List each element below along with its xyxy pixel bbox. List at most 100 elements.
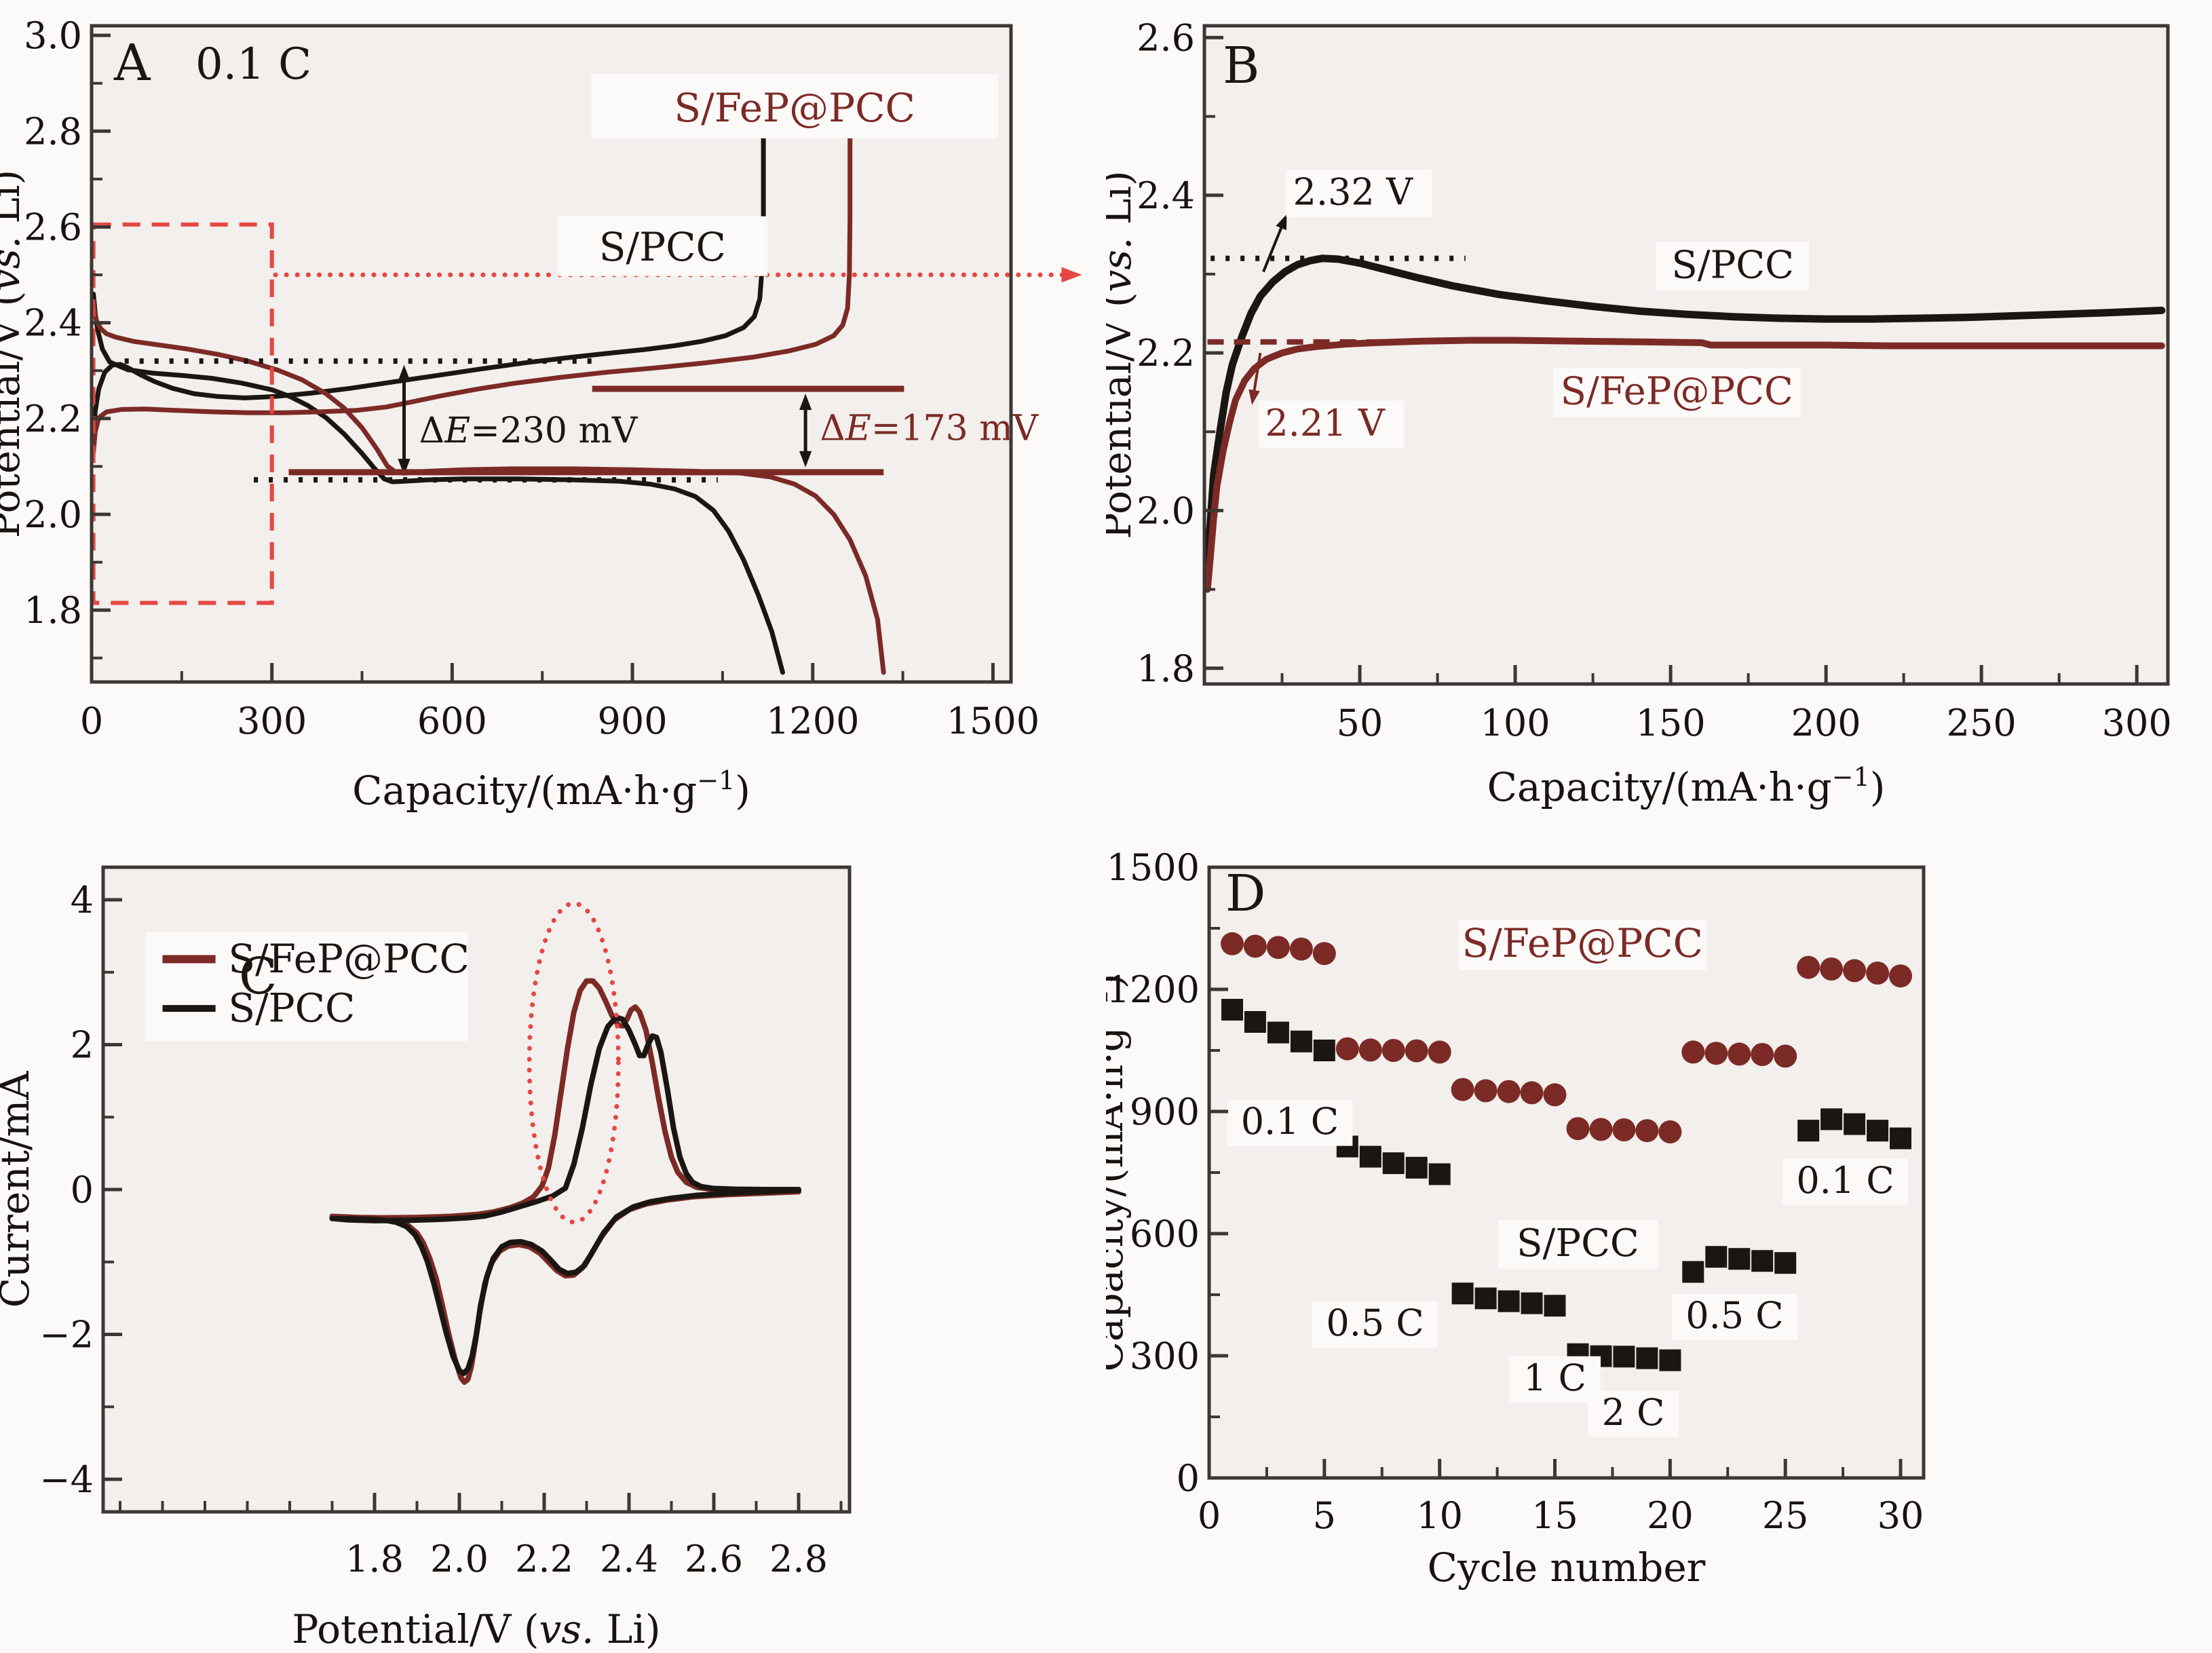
rate-05c-right-label: 0.5 C: [1671, 1293, 1797, 1340]
data-point: [1866, 962, 1890, 985]
zoom-region-box: [91, 222, 274, 605]
data-point: [1681, 1040, 1705, 1064]
spcc-curve-label: S/PCC: [1656, 242, 1810, 291]
panel-d-chart: S/FeP@PCC 0.1 C 0.5 C 1 C 2 C S/PCC 0.5 C 0.1 C…: [1084, 846, 1926, 1591]
data-point: [1289, 937, 1313, 961]
y-tick-label: 600: [1130, 1213, 1200, 1255]
data-point: [1820, 957, 1844, 981]
series-s-pcc-charge: [91, 128, 766, 436]
oxidation-peaks-ellipse: [527, 900, 621, 1225]
data-point: [1890, 1127, 1911, 1150]
y-tick-label: 0: [71, 1168, 94, 1211]
delta-e-230-arrow: [398, 364, 411, 476]
x-tick-label: 25: [1762, 1494, 1809, 1537]
data-point: [1243, 934, 1267, 958]
spcc-curve-label: S/PCC: [557, 216, 768, 276]
series-s-fep-pcc-charge: [91, 128, 853, 455]
svg-text:S/PCC: S/PCC: [1517, 1221, 1639, 1266]
panel-letter: D: [1225, 864, 1265, 923]
y-tick-label: 2.4: [24, 302, 82, 345]
svg-text:Potential/V (vs. Li): Potential/V (vs. Li): [1106, 170, 1140, 539]
data-point: [1820, 1108, 1843, 1130]
y-tick-label: 1.8: [24, 589, 82, 632]
panel-b: 2.32 V 2.21 V S/PCC S/FeP@PCC B 50 100 150 200 25…: [1094, 0, 2212, 825]
svg-text:0.1 C: 0.1 C: [195, 39, 311, 90]
data-point: [1335, 1037, 1359, 1061]
y-tick-label: 900: [1130, 1090, 1200, 1133]
y-tick-label: 4: [71, 879, 94, 922]
x-tick-label: 300: [2102, 702, 2172, 744]
delta-e-173-label: ΔE=173 mV: [820, 408, 1039, 449]
data-point: [1221, 932, 1244, 955]
fep-series-label: S/FeP@PCC: [1458, 919, 1706, 970]
panel-a: ΔE=230 mV ΔE=173 mV S/FeP@PCC S/PCC A 0.1 C 0 3…: [0, 0, 1106, 825]
y-tick-label: 2.2: [24, 398, 82, 440]
data-point: [1428, 1040, 1451, 1064]
data-point: [1267, 1021, 1289, 1044]
plot-area: [1204, 26, 2168, 684]
x-tick-label: 0: [1198, 1494, 1221, 1537]
data-point: [1520, 1081, 1544, 1105]
data-point: [1313, 1040, 1335, 1061]
panel-letter: A: [113, 34, 151, 92]
x-tick-label: 1.8: [345, 1538, 404, 1580]
data-point: [1544, 1295, 1566, 1317]
svg-text:A: A: [113, 34, 151, 92]
data-point: [1751, 1250, 1774, 1272]
y-tick-label: 2.0: [1137, 489, 1195, 532]
x-tick-label: 2.4: [600, 1538, 658, 1580]
data-point: [1266, 936, 1290, 960]
data-point: [1889, 964, 1912, 988]
svg-text:S/FeP@PCC: S/FeP@PCC: [1462, 920, 1703, 966]
x-tick-label: 100: [1481, 702, 1550, 744]
series-s-fep-pcc-rate: [1221, 932, 1912, 1143]
peak-voltage-arrow: [1262, 214, 1287, 273]
data-point: [1244, 1011, 1266, 1033]
data-point: [1381, 1039, 1405, 1062]
x-tick-label: 300: [237, 700, 307, 742]
svg-text:2.32 V: 2.32 V: [1293, 171, 1413, 214]
svg-text:Cycle number: Cycle number: [1428, 1544, 1706, 1591]
rate-01c-left-label: 0.1 C: [1227, 1099, 1353, 1146]
svg-text:D: D: [1225, 864, 1265, 923]
x-axis: 0 300 600 900 1200 1500 Capacity/(mA·h·g−1): [80, 663, 1040, 814]
y-tick-label: 0: [1177, 1457, 1200, 1500]
rate-05c-left-label: 0.5 C: [1312, 1301, 1438, 1348]
delta-e-230-label: ΔE=230 mV: [419, 411, 638, 451]
fep-plateau-label: 2.21 V: [1258, 400, 1405, 449]
data-point: [1613, 1346, 1635, 1368]
rate-01c-right-label: 0.1 C: [1782, 1158, 1909, 1205]
svg-text:S/FeP@PCC: S/FeP@PCC: [1561, 370, 1793, 414]
svg-text:Capacity/(mA·h·g−1): Capacity/(mA·h·g−1): [1487, 762, 1886, 810]
data-point: [1358, 1038, 1382, 1062]
x-tick-label: 5: [1313, 1494, 1336, 1537]
y-tick-label: 1.8: [1137, 647, 1195, 690]
svg-text:S/FeP@PCC: S/FeP@PCC: [674, 85, 915, 131]
data-point: [1682, 1261, 1704, 1283]
data-point: [1566, 1117, 1590, 1141]
y-tick-label: 2.6: [24, 206, 82, 248]
data-point: [1312, 942, 1336, 966]
panel-c: S/FeP@PCC S/PCC C 1.8 2.0 2.2 2.4 2.6 2.8 Potenti…: [0, 825, 1106, 1652]
x-tick-label: 2.2: [515, 1538, 573, 1580]
rate-2c-label: 2 C: [1587, 1390, 1679, 1437]
svg-text:B: B: [1223, 37, 1259, 95]
spcc-series-label: S/PCC: [1498, 1219, 1658, 1269]
x-tick-label: 10: [1416, 1494, 1463, 1537]
fep-curve-label: S/FeP@PCC: [591, 73, 999, 138]
legend-box: [145, 932, 468, 1042]
series-s-pcc-rate: [1221, 999, 1911, 1371]
delta-e-173-arrow: [799, 394, 812, 468]
y-tick-label: 300: [1130, 1335, 1200, 1378]
svg-text:Capacity/(mA·h·g−1): Capacity/(mA·h·g−1): [1106, 974, 1132, 1372]
svg-text:0.1 C: 0.1 C: [1241, 1100, 1339, 1143]
svg-text:1 C: 1 C: [1523, 1356, 1586, 1399]
data-point: [1774, 1252, 1797, 1274]
x-tick-label: 2.8: [769, 1538, 828, 1580]
x-tick-label: 250: [1947, 702, 2017, 744]
data-point: [1451, 1282, 1474, 1305]
svg-text:S/FeP@PCC: S/FeP@PCC: [228, 936, 469, 982]
x-tick-label: 50: [1337, 702, 1384, 744]
data-point: [1474, 1079, 1498, 1103]
svg-text:Capacity/(mA·h·g−1): Capacity/(mA·h·g−1): [352, 765, 750, 814]
